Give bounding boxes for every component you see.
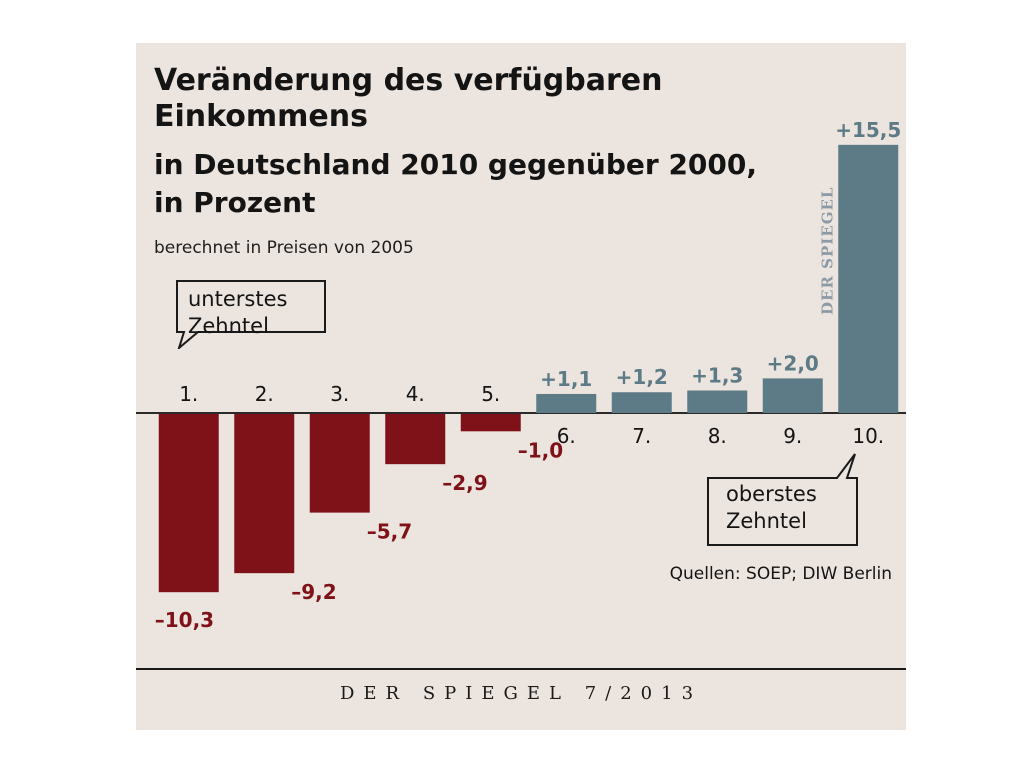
value-label-5: –1,0 (518, 438, 563, 462)
bar-7 (611, 392, 672, 413)
category-label-3: 3. (330, 382, 349, 406)
value-label-9: +2,0 (767, 351, 819, 375)
bar-8 (687, 390, 748, 413)
category-label-1: 1. (179, 382, 198, 406)
spiegel-watermark: DER SPIEGEL (818, 187, 836, 315)
value-label-8: +1,3 (691, 364, 743, 388)
callout-highest-decile (707, 453, 858, 546)
bar-chart: 1. –10,3 2. –9,2 3. –5,7 4. –2,9 5. –1,06. +1,1 7. +… (136, 118, 906, 632)
value-label-6: +1,1 (540, 367, 592, 391)
category-label-6: 6. (557, 424, 576, 448)
footer-rule (136, 668, 906, 670)
bar-10 (838, 144, 899, 413)
category-label-10: 10. (852, 424, 884, 448)
category-label-2: 2. (255, 382, 274, 406)
category-label-7: 7. (632, 424, 651, 448)
chart-source: Quellen: SOEP; DIW Berlin (669, 564, 892, 584)
bar-6 (536, 393, 597, 413)
chart-subtitle: in Deutschland 2010 gegenüber 2000, in P… (154, 148, 758, 219)
footer-credit: DER SPIEGEL 7/2013 (339, 683, 703, 704)
value-label-2: –9,2 (291, 580, 336, 604)
value-label-1: –10,3 (155, 608, 214, 632)
value-label-4: –2,9 (442, 471, 487, 495)
callout-highest-decile-text: oberstes Zehntel (726, 482, 817, 533)
callout-lowest-decile (176, 280, 326, 349)
bar-9 (762, 378, 823, 413)
chart-title: Veränderung des verfügbaren Einkommens (154, 63, 663, 134)
bar-2 (234, 414, 295, 574)
category-label-9: 9. (783, 424, 802, 448)
bar-5 (460, 414, 521, 432)
graphic-panel: Veränderung des verfügbaren Einkommens i… (136, 43, 906, 730)
value-label-3: –5,7 (367, 520, 412, 544)
chart-note: berechnet in Preisen von 2005 (154, 238, 414, 258)
value-label-10: +15,5 (835, 118, 901, 142)
category-label-5: 5. (481, 382, 500, 406)
bar-1 (158, 414, 219, 593)
category-label-8: 8. (708, 424, 727, 448)
category-label-4: 4. (406, 382, 425, 406)
value-label-7: +1,2 (616, 365, 668, 389)
bar-3 (309, 414, 370, 513)
callout-lowest-decile-text: unterstes Zehntel (188, 287, 288, 338)
bar-4 (385, 414, 446, 465)
